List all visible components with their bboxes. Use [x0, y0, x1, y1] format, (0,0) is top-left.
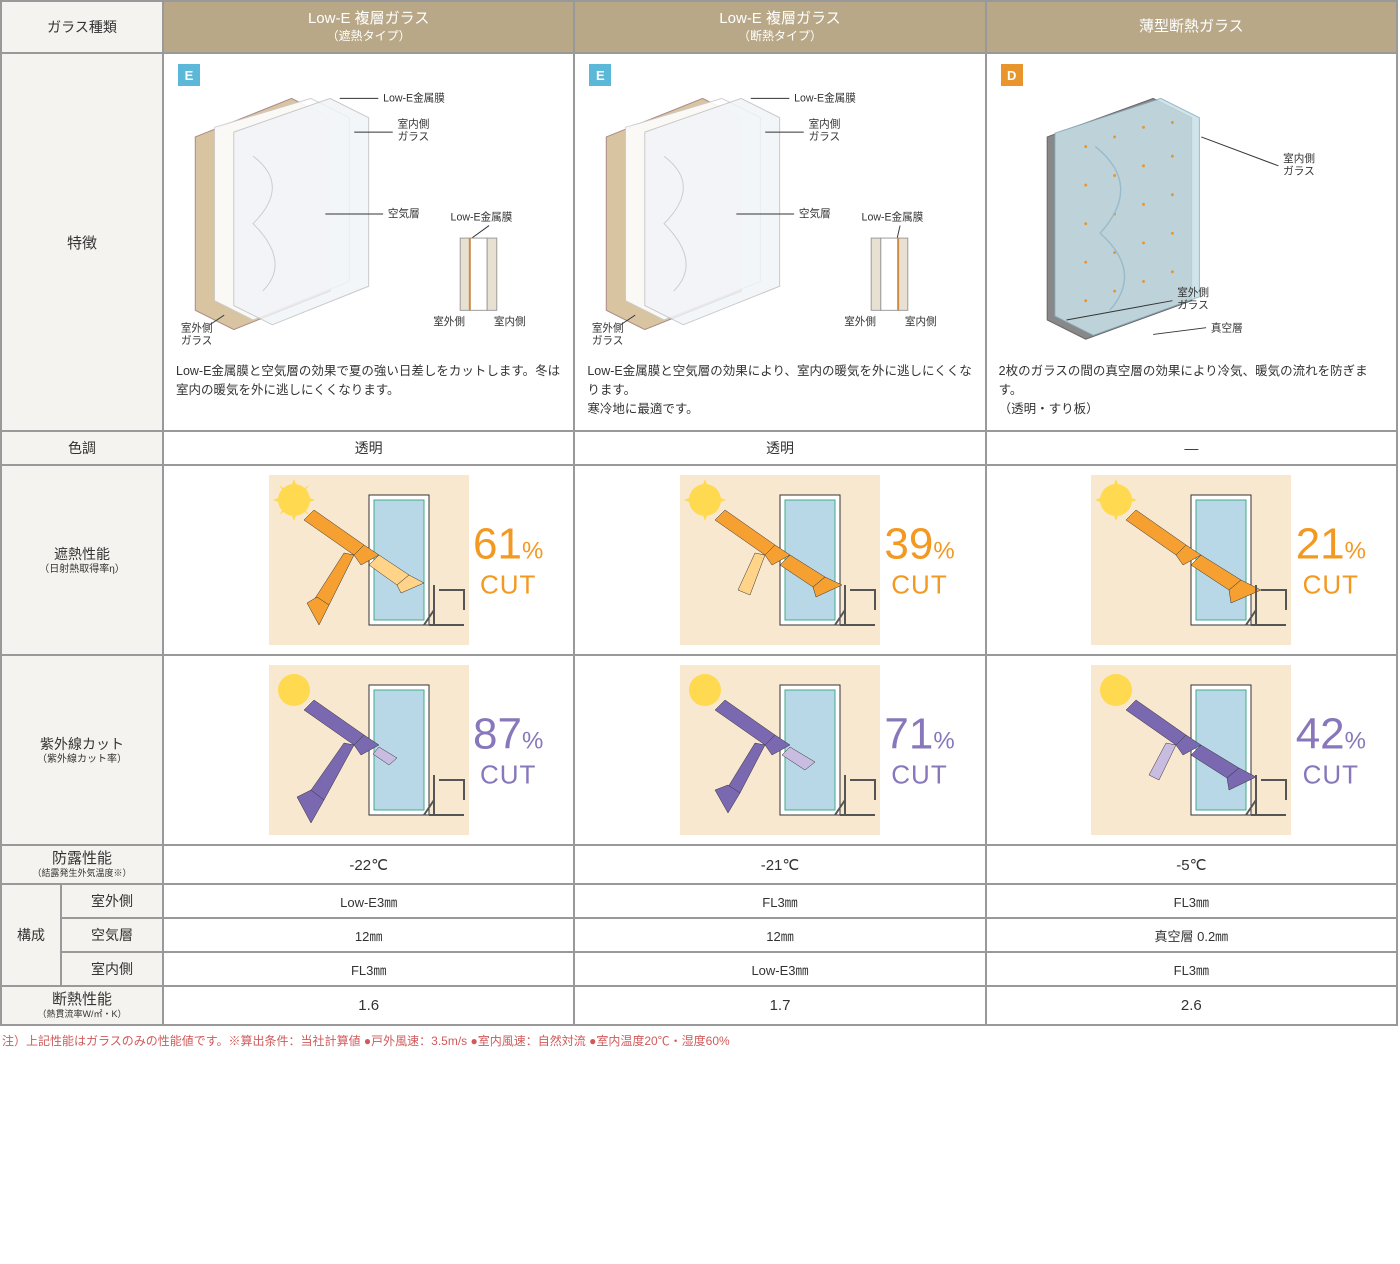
feature-label: 特徴 [1, 53, 163, 431]
svg-text:空気層: 空気層 [388, 207, 420, 220]
header-col-3: 薄型断熱ガラス [986, 1, 1397, 53]
header-col-2-title: Low-E 複層ガラス [719, 9, 840, 29]
svg-text:真空層: 真空層 [1211, 322, 1243, 335]
heat-label: 遮熱性能 （日射熱取得率η） [1, 465, 163, 655]
header-col-2-sub: （断熱タイプ） [738, 29, 822, 45]
header-col-2: Low-E 複層ガラス （断熱タイプ） [574, 1, 985, 53]
color-col-2: 透明 [574, 431, 985, 465]
comp-outdoor-2: FL3㎜ [574, 884, 985, 918]
comp-indoor-label: 室内側 [61, 952, 163, 986]
insulation-col-3: 2.6 [986, 986, 1397, 1025]
heat-illust-icon [269, 475, 469, 645]
uv-illust-icon [680, 665, 880, 835]
header-col-1: Low-E 複層ガラス （遮熱タイプ） [163, 1, 574, 53]
uv-value-2: 71% CUT [884, 710, 954, 791]
glass-diagram-3: 室内側ガラス 室外側ガラス 真空層 [999, 74, 1384, 354]
svg-text:ガラス: ガラス [181, 335, 213, 347]
svg-text:Low-E金属膜: Low-E金属膜 [794, 91, 856, 104]
svg-text:ガラス: ガラス [592, 335, 624, 347]
svg-text:室内側: 室内側 [494, 315, 526, 328]
svg-text:室内側: 室内側 [809, 117, 841, 130]
comp-air-1: 12㎜ [163, 918, 574, 952]
uv-col-1: 87% CUT [163, 655, 574, 845]
comp-outdoor-3: FL3㎜ [986, 884, 1397, 918]
svg-text:室外側: 室外側 [433, 315, 465, 328]
svg-text:空気層: 空気層 [799, 207, 831, 220]
svg-text:Low-E金属膜: Low-E金属膜 [862, 211, 924, 224]
heat-col-1: 61% CUT [163, 465, 574, 655]
dew-col-3: -5℃ [986, 845, 1397, 884]
feature-col-1: E Low-E金属膜 室内側ガラス 空気層 室外側ガラス Low-E金属膜 [163, 53, 574, 431]
uv-col-2: 71% CUT [574, 655, 985, 845]
comp-indoor-2: Low-E3㎜ [574, 952, 985, 986]
header-col-1-title: Low-E 複層ガラス [308, 9, 429, 29]
svg-text:室内側: 室内側 [398, 117, 430, 130]
svg-text:室外側: 室外側 [1177, 286, 1209, 299]
uv-value-1: 87% CUT [473, 710, 543, 791]
feature-col-3: D 室内側ガラス 室外側ガラス [986, 53, 1397, 431]
uv-illust-icon [1091, 665, 1291, 835]
composition-label-group: 構成 室外側 空気層 室内側 [1, 884, 163, 986]
uv-illust-icon [269, 665, 469, 835]
color-label: 色調 [1, 431, 163, 465]
color-col-1: 透明 [163, 431, 574, 465]
color-col-3: — [986, 431, 1397, 465]
heat-value-2: 39% CUT [884, 520, 954, 601]
header-col-1-sub: （遮熱タイプ） [327, 29, 411, 45]
insulation-col-1: 1.6 [163, 986, 574, 1025]
insulation-label: 断熱性能（熱貫流率W/㎡・K） [1, 986, 163, 1025]
svg-text:室外側: 室外側 [181, 322, 213, 335]
svg-text:ガラス: ガラス [1177, 299, 1209, 311]
composition-label: 構成 [1, 884, 61, 986]
svg-text:室外側: 室外側 [845, 315, 877, 328]
glass-comparison-table: ガラス種類 Low-E 複層ガラス （遮熱タイプ） Low-E 複層ガラス （断… [0, 0, 1398, 1026]
comp-indoor-3: FL3㎜ [986, 952, 1397, 986]
uv-value-3: 42% CUT [1296, 710, 1366, 791]
heat-col-2: 39% CUT [574, 465, 985, 655]
insulation-col-2: 1.7 [574, 986, 985, 1025]
dew-label: 防露性能（結露発生外気温度※） [1, 845, 163, 884]
comp-indoor-1: FL3㎜ [163, 952, 574, 986]
heat-value-3: 21% CUT [1296, 520, 1366, 601]
comp-outdoor-1: Low-E3㎜ [163, 884, 574, 918]
header-type-label: ガラス種類 [1, 1, 163, 53]
uv-col-3: 42% CUT [986, 655, 1397, 845]
comp-air-3: 真空層 0.2㎜ [986, 918, 1397, 952]
comp-air-label: 空気層 [61, 918, 163, 952]
svg-text:室外側: 室外側 [592, 322, 624, 335]
svg-text:ガラス: ガラス [1283, 166, 1315, 178]
heat-col-3: 21% CUT [986, 465, 1397, 655]
comp-air-2: 12㎜ [574, 918, 985, 952]
svg-text:ガラス: ガラス [398, 131, 430, 143]
footnote-text: 注）上記性能はガラスのみの性能値です。※算出条件：当社計算値 ●戸外風速：3.5… [0, 1026, 1398, 1055]
glass-diagram-2: Low-E金属膜 室内側ガラス 空気層 室外側ガラス Low-E金属膜 室外側 … [587, 74, 972, 354]
svg-text:ガラス: ガラス [809, 131, 841, 143]
header-col-3-title: 薄型断熱ガラス [1139, 17, 1244, 37]
dew-col-2: -21℃ [574, 845, 985, 884]
feature-text-1: Low-E金属膜と空気層の効果で夏の強い日差しをカットします。冬は室内の暖気を外… [176, 362, 561, 400]
feature-col-2: E Low-E金属膜 室内側ガラス 空気層 室外側ガラス Low-E金属膜 [574, 53, 985, 431]
heat-value-1: 61% CUT [473, 520, 543, 601]
feature-text-2: Low-E金属膜と空気層の効果により、室内の暖気を外に逃しにくくなります。 寒冷… [587, 362, 972, 418]
glass-diagram-1: Low-E金属膜 室内側ガラス 空気層 室外側ガラス Low-E金属膜 室外側 … [176, 74, 561, 354]
uv-label: 紫外線カット （紫外線カット率） [1, 655, 163, 845]
svg-text:Low-E金属膜: Low-E金属膜 [383, 91, 445, 104]
svg-text:室内側: 室内側 [905, 315, 937, 328]
svg-text:室内側: 室内側 [1283, 152, 1315, 165]
dew-col-1: -22℃ [163, 845, 574, 884]
heat-illust-icon [680, 475, 880, 645]
heat-illust-icon [1091, 475, 1291, 645]
feature-text-3: 2枚のガラスの間の真空層の効果により冷気、暖気の流れを防ぎます。 （透明・すり板… [999, 362, 1384, 418]
svg-text:Low-E金属膜: Low-E金属膜 [451, 211, 513, 224]
comp-outdoor-label: 室外側 [61, 884, 163, 918]
